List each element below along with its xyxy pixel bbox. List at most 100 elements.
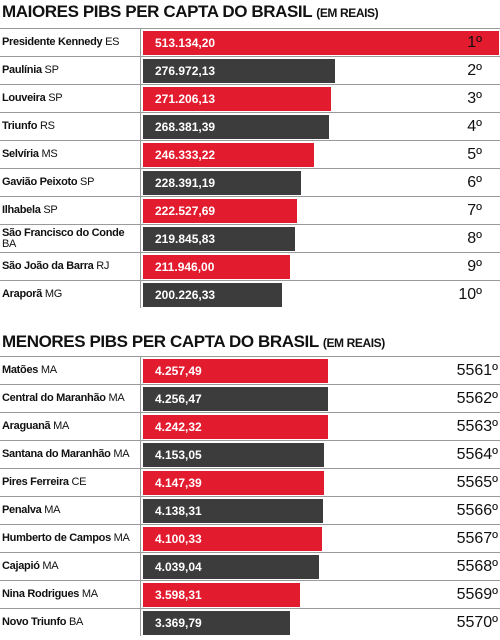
subtitle: (EM REAIS) [322,336,385,350]
bar [143,59,335,83]
state: SP [80,176,95,188]
category-label: Araporã MG [2,281,138,308]
category-label: Triunfo RS [2,113,138,140]
bar [143,443,324,467]
subtitle: (EM REAIS) [316,6,379,20]
label-text: Selvíria MS [2,149,58,160]
bar-row: Novo Triunfo BA 3.369,79 5570º [0,608,500,636]
value-label: 271.206,13 [155,92,216,106]
bar-row: Araguanã MA 4.242,32 5563º [0,412,500,440]
bar [143,415,328,439]
label-text: São Francisco do Conde BA [2,227,138,250]
value-label: 4.256,47 [155,392,202,406]
value-label: 228.391,19 [155,176,216,190]
rank: 3º [467,90,482,107]
label-text: Central do Maranhão MA [2,393,125,404]
bar-row: Gavião Peixoto SP 228.391,19 6º [0,168,500,196]
rank: 7º [467,202,482,219]
city-name: Araporã [2,288,43,300]
state: ES [105,36,120,48]
value-label: 4.039,04 [155,560,202,574]
category-label: Araguanã MA [2,413,138,440]
value-label: 3.369,79 [155,616,202,630]
label-text: Humberto de Campos MA [2,533,130,544]
rank: 5568º [456,558,498,575]
label-text: Novo Triunfo BA [2,617,83,628]
bar [143,31,499,55]
city-name: Nina Rodrigues [2,588,80,600]
bar [143,199,298,223]
city-name: Matões [2,364,39,376]
bar [143,527,322,551]
value-label: 4.100,33 [155,532,202,546]
city-name: Novo Triunfo [2,616,67,628]
label-text: Louveira SP [2,92,63,104]
state: CE [71,476,87,488]
category-label: Humberto de Campos MA [2,525,138,552]
state: SP [44,64,59,76]
chart-title: MAIORES PIBS PER CAPTA DO BRASIL (EM REAI… [2,2,379,22]
rank: 5º [467,146,482,163]
title-text: MAIORES PIBS PER CAPTA DO BRASIL [2,2,313,21]
category-label: Pires Ferreira CE [2,469,138,496]
state: SP [48,92,63,104]
state: MA [44,504,61,516]
bar-row: Nina Rodrigues MA 3.598,31 5569º [0,580,500,608]
bar-row: Louveira SP 271.206,13 3º [0,84,500,112]
bar [143,359,329,383]
bar [143,115,330,139]
bar-row: Presidente Kennedy ES 513.134,20 1º [0,28,500,56]
rank: 5570º [456,614,498,631]
label-text: Cajapió MA [2,561,59,572]
bar-row: Araporã MG 200.226,33 10º [0,280,500,308]
city-name: Santana do Maranhão [2,448,111,460]
label-text: Penalva MA [2,505,60,516]
title-text: MENORES PIBS PER CAPTA DO BRASIL [2,332,319,351]
bar [143,583,300,607]
bar-row: Selvíria MS 246.333,22 5º [0,140,500,168]
bar [143,87,331,111]
value-label: 211.946,00 [155,260,215,274]
category-label: Cajapió MA [2,553,138,580]
rank: 5563º [456,418,498,435]
category-label: Penalva MA [2,497,138,524]
value-label: 246.333,22 [155,148,216,162]
city-name: Pires Ferreira [2,476,69,488]
rank: 5567º [456,530,498,547]
value-label: 4.257,49 [155,364,202,378]
category-label: Ilhabela SP [2,197,138,224]
rank: 4º [467,118,482,135]
value-label: 4.138,31 [155,504,202,518]
label-text: Triunfo RS [2,121,55,132]
bar [143,255,290,279]
label-text: Araguanã MA [2,421,69,432]
bar-row: Humberto de Campos MA 4.100,33 5567º [0,524,500,552]
label-text: Santana do Maranhão MA [2,448,130,460]
category-label: Selvíria MS [2,141,138,168]
rank: 5566º [456,502,498,519]
rank: 5564º [456,446,498,463]
bar [143,471,324,495]
bar-row: Ilhabela SP 222.527,69 7º [0,196,500,224]
bar-row: São Francisco do Conde BA 219.845,83 8º [0,224,500,252]
city-name: Presidente Kennedy [2,36,103,48]
bar [143,499,324,523]
bar [143,143,314,167]
rank: 5562º [456,390,498,407]
value-label: 222.527,69 [155,204,216,218]
city-name: Araguanã [2,420,51,432]
label-text: Pires Ferreira CE [2,477,86,488]
rank: 1º [467,34,482,51]
category-label: Matões MA [2,357,138,384]
value-label: 200.226,33 [155,288,216,302]
bar-row: Pires Ferreira CE 4.147,39 5565º [0,468,500,496]
bar [143,283,282,307]
category-label: Santana do Maranhão MA [2,441,138,468]
category-label: São Francisco do Conde BA [2,225,138,252]
city-name: Gavião Peixoto [2,176,78,188]
bar-row: Triunfo RS 268.381,39 4º [0,112,500,140]
label-text: São João da Barra RJ [2,261,109,272]
city-name: Paulínia [2,64,42,76]
bar-row: Penalva MA 4.138,31 5566º [0,496,500,524]
value-label: 4.242,32 [155,420,202,434]
